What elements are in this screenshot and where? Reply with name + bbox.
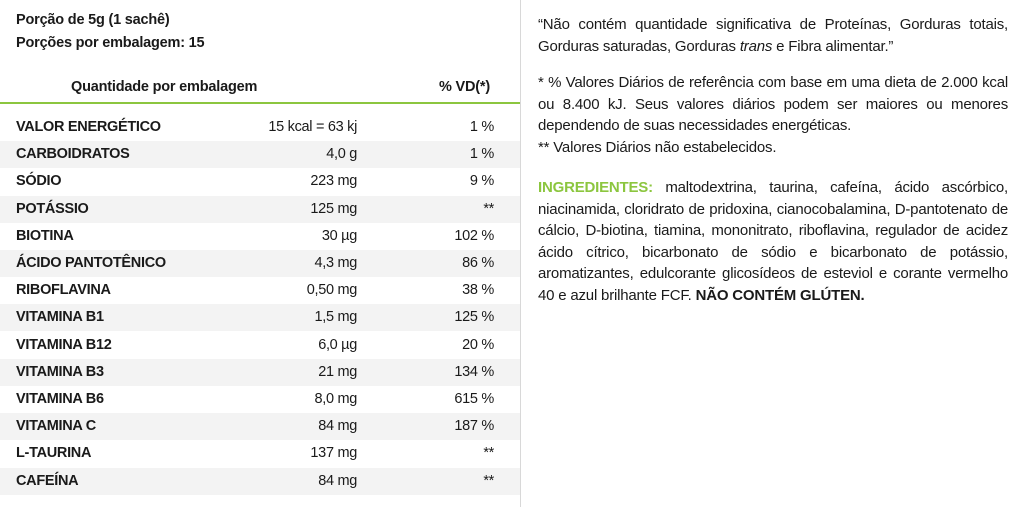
nutrient: CAFEÍNA [16,472,79,489]
nutrient: BIOTINA [16,227,74,244]
daily-value: 1 % [469,146,494,163]
daily-value: 125 % [454,309,494,326]
daily-value: 134 % [454,363,494,380]
daily-value: ** [483,472,494,489]
daily-value: 20 % [462,336,494,353]
amount: 137 mg [310,445,357,462]
nutrient: VITAMINA B12 [16,336,112,353]
ingredients-text: maltodextrina, taurina, cafeína, ácido a… [538,179,1008,304]
divider [0,102,520,104]
table-row: VITAMINA C 84 mg 187 % [0,413,520,441]
nutrient: POTÁSSIO [16,200,89,217]
daily-value: 187 % [454,418,494,435]
daily-value: 86 % [462,255,494,271]
amount: 21 mg [318,363,357,380]
table-row: POTÁSSIO 125 mg ** [0,195,520,223]
nutrient: SÓDIO [16,173,62,190]
amount: 30 µg [321,227,357,244]
ingredients-label: INGREDIENTES: [538,179,653,196]
nutrient: CARBOIDRATOS [16,146,130,163]
daily-value: 9 % [469,173,494,190]
footnote: * % Valores Diários de referência com ba… [538,74,1008,134]
claim-text: e Fibra alimentar.” [772,37,894,55]
daily-value: 1 % [469,119,494,135]
table-row: VITAMINA B3 21 mg 134 % [0,358,520,386]
amount: 6,0 µg [318,336,357,353]
amount: 8,0 mg [314,391,357,407]
daily-value: 102 % [454,227,494,244]
footnote: ** Valores Diários não estabelecidos. [538,138,777,156]
serving: Porção de 5g (1 sachê) [16,12,170,28]
claim-text: “Não contém quantidade significativa de … [538,16,1008,55]
nutrient: RIBOFLAVINA [16,282,111,299]
notes: “Não contém quantidade significativa de … [538,14,1008,321]
nutrient: VITAMINA B6 [16,391,104,407]
ingredients: INGREDIENTES: maltodextrina, taurina, ca… [538,173,1008,306]
daily-value: 615 % [454,391,494,407]
table-row: CAFEÍNA 84 mg ** [0,467,520,495]
amount: 4,0 g [326,146,357,163]
nutrient: VITAMINA B3 [16,363,104,380]
table-row: ÁCIDO PANTOTÊNICO 4,3 mg 86 % [0,250,520,277]
column-header: % VD(*) [439,79,490,95]
nutrient: VITAMINA C [16,418,96,435]
amount: 4,3 mg [314,255,357,271]
table-row: VITAMINA B6 8,0 mg 615 % [0,386,520,413]
amount: 223 mg [310,173,357,190]
nutrient: L-TAURINA [16,445,92,462]
amount: 125 mg [310,200,357,217]
table-row: RIBOFLAVINA 0,50 mg 38 % [0,277,520,304]
table-row: VALOR ENERGÉTICO 15 kcal = 63 kj 1 % [0,114,520,141]
claim: “Não contém quantidade significativa de … [538,14,1008,57]
nutrient: VALOR ENERGÉTICO [16,119,161,135]
nutrition-table: Porção de 5g (1 sachê) Porções por embal… [0,0,521,507]
table-row: L-TAURINA 137 mg ** [0,440,520,467]
table-row: VITAMINA B12 6,0 µg 20 % [0,332,520,359]
daily-value: ** [483,200,494,217]
amount: 84 mg [318,472,357,489]
claim-italic: trans [739,37,773,55]
nutrient: VITAMINA B1 [16,309,104,326]
table-row: CARBOIDRATOS 4,0 g 1 % [0,141,520,169]
amount: 0,50 mg [306,282,358,299]
allergen: NÃO CONTÉM GLÚTEN. [695,286,865,304]
servings-per-pack: Porções por embalagem: 15 [16,35,205,51]
daily-value: ** [483,445,494,462]
amount: 1,5 mg [314,309,357,326]
table-row: BIOTINA 30 µg 102 % [0,223,520,250]
nutrient: ÁCIDO PANTOTÊNICO [16,255,166,271]
table-row: SÓDIO 223 mg 9 % [0,168,520,195]
amount: 15 kcal = 63 kj [268,119,357,135]
daily-value: 38 % [462,282,494,299]
column-header: Quantidade por embalagem [71,79,258,95]
amount: 84 mg [318,418,357,435]
table-row: VITAMINA B1 1,5 mg 125 % [0,304,520,332]
